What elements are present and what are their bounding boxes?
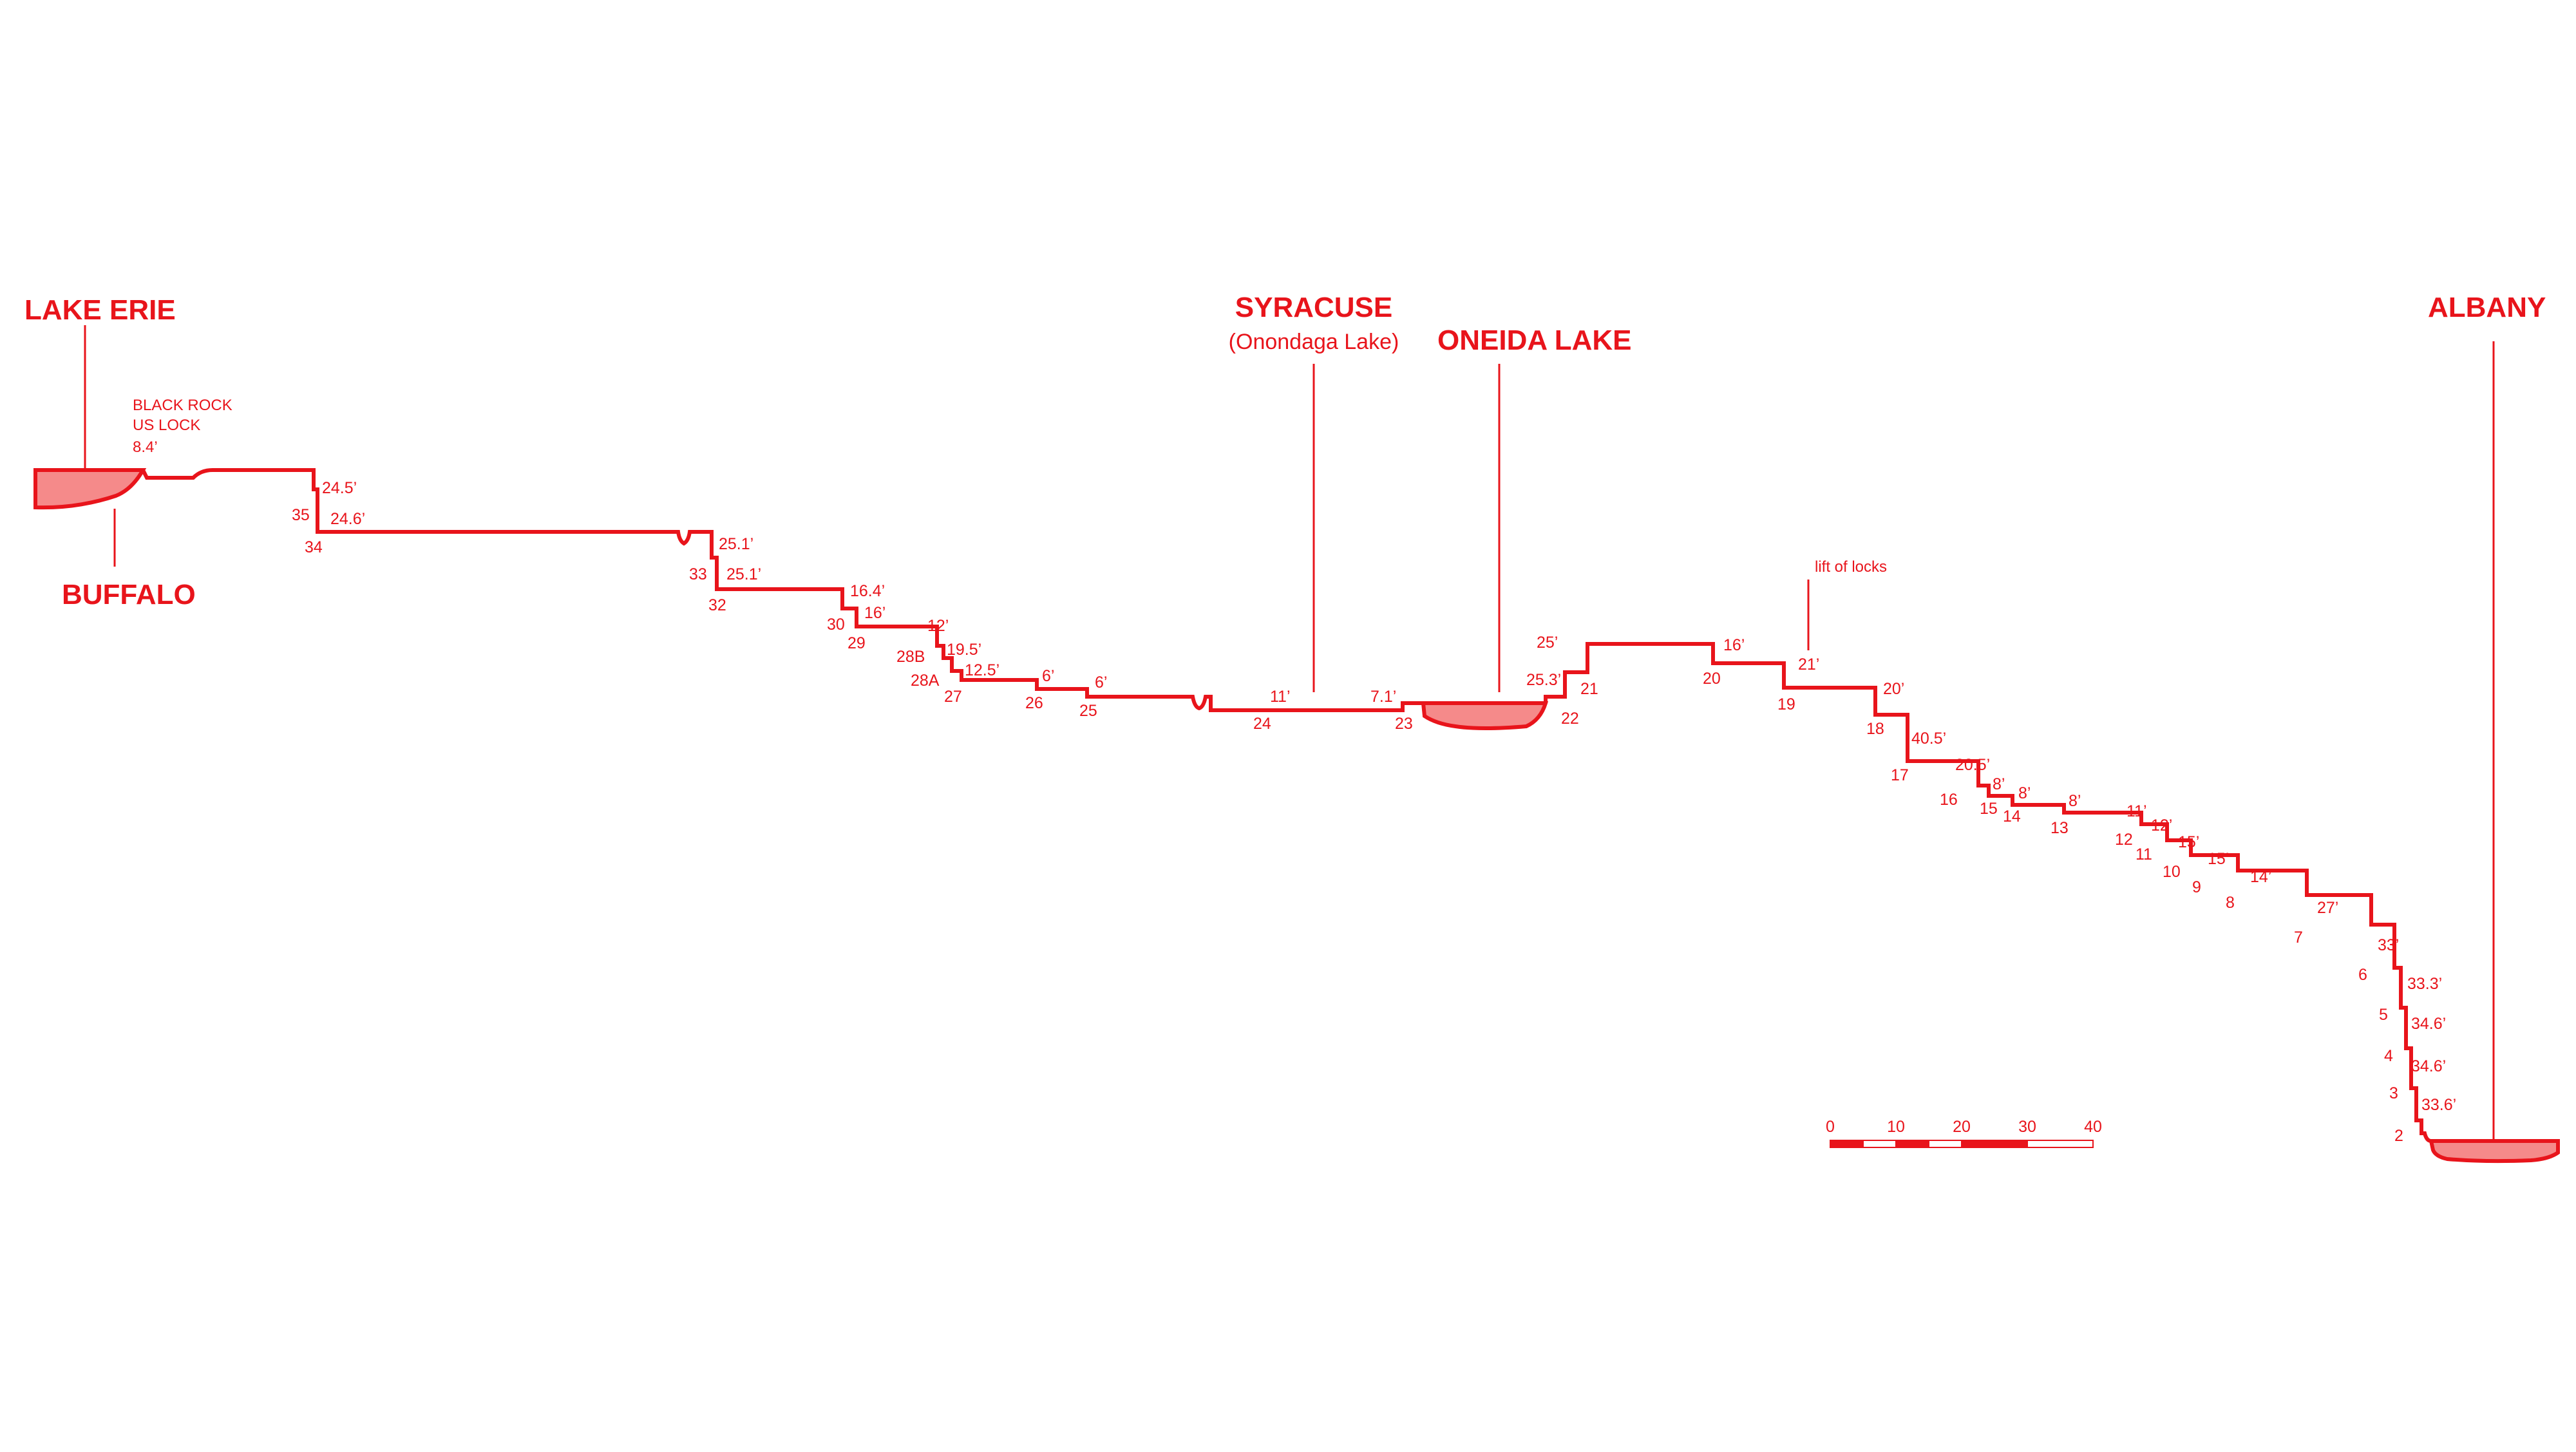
lock-lift: 24.6’	[330, 510, 365, 528]
lock-number: 28B	[896, 648, 925, 666]
lock-lift: 6’	[1095, 674, 1107, 692]
lock-number: 2	[2394, 1127, 2403, 1145]
lock-number: 28A	[911, 672, 940, 690]
lock-number: 34	[305, 538, 323, 556]
lock-lift: 7.1’	[1370, 688, 1396, 706]
lock-lift: 33’	[2378, 936, 2399, 954]
scale-tick-label: 0	[1826, 1118, 1835, 1136]
lock-number: 32	[708, 596, 726, 614]
lock-number: 30	[827, 616, 845, 634]
scale-bar-segment	[1928, 1140, 1962, 1148]
lock-number: 9	[2192, 878, 2201, 896]
lock-number: 8	[2226, 894, 2235, 912]
scale-bar-segment	[1862, 1140, 1897, 1148]
lock-lift: 33.6’	[2421, 1096, 2456, 1114]
lock-lift: 12’	[927, 617, 949, 635]
lock-lift: 20’	[1883, 680, 1904, 698]
lock-number: 23	[1395, 715, 1413, 733]
lift-of-locks-label: lift of locks	[1815, 558, 1887, 576]
lock-lift: 6’	[1042, 667, 1054, 685]
lock-number: 18	[1866, 720, 1884, 738]
lock-lift: 25.1’	[726, 565, 761, 583]
lock-number: 22	[1561, 710, 1579, 728]
lock-lift: 21’	[1798, 655, 1819, 674]
lock-number: 15	[1980, 800, 1998, 818]
canal-profile-line	[141, 468, 1423, 712]
lock-number: 20	[1703, 670, 1721, 688]
lock-lift: 25.3’	[1526, 671, 1561, 689]
lock-lift: 27’	[2317, 899, 2338, 917]
lock-number: 21	[1580, 680, 1598, 698]
lock-number: 12	[2115, 831, 2133, 849]
lock-number: 19	[1777, 695, 1795, 713]
lake-erie-label: LAKE ERIE	[24, 294, 176, 326]
scale-bar-segment	[2027, 1140, 2094, 1148]
lock-lift: 16’	[864, 604, 886, 622]
syracuse-label: SYRACUSE	[1235, 292, 1393, 323]
scale-bar: 0 10 20 30 40	[1826, 1118, 2102, 1148]
lock-lift: 15’	[2178, 833, 2199, 851]
lock-lift: 34.6’	[2411, 1057, 2446, 1075]
hudson-river-water	[2429, 1139, 2560, 1164]
lock-number: 27	[944, 688, 962, 706]
lock-lift: 15’	[2208, 850, 2229, 868]
lock-number: 16	[1940, 791, 1958, 809]
lock-lift: 8’	[2018, 784, 2031, 802]
lock-number: 13	[2050, 819, 2069, 837]
lake-erie-water	[33, 468, 147, 510]
lock-number: 17	[1891, 766, 1909, 784]
lock-lift: 34.6’	[2411, 1015, 2446, 1033]
lock-number: 26	[1025, 694, 1043, 712]
lock-lift: 24.5’	[322, 479, 357, 497]
oneida-lake-water	[1421, 701, 1549, 730]
lock-lift: 16.4’	[850, 582, 885, 600]
scale-tick-label: 20	[1953, 1118, 1971, 1136]
lock-number: 14	[2003, 807, 2021, 825]
scale-bar-segment	[1895, 1140, 1929, 1148]
syracuse-sublabel: (Onondaga Lake)	[1229, 330, 1399, 354]
lock-number: 7	[2294, 929, 2303, 947]
lock-lift: 19.5’	[947, 641, 981, 659]
lock-number: 3	[2389, 1084, 2398, 1102]
scale-bar-segment	[1830, 1140, 1864, 1148]
scale-bar-segment	[1961, 1140, 2028, 1148]
lock-lift: 25’	[1537, 634, 1558, 652]
albany-label: ALBANY	[2428, 292, 2546, 323]
lock-lift: 11’	[1270, 688, 1291, 706]
lock-lift: 14’	[2250, 868, 2271, 886]
black-rock-label-line2: US LOCK	[133, 417, 200, 434]
scale-tick-label: 30	[2018, 1118, 2036, 1136]
lock-lift: 20.5’	[1955, 756, 1990, 774]
lock-lift: 8’	[2069, 792, 2081, 810]
lock-lift: 8’	[1993, 775, 2005, 793]
black-rock-label-line1: BLACK ROCK	[133, 397, 232, 414]
lock-number: 24	[1253, 715, 1271, 733]
lock-number: 11	[2136, 845, 2152, 863]
lock-number: 5	[2379, 1006, 2388, 1024]
lock-lift: 12.5’	[965, 661, 999, 679]
lock-number: 25	[1079, 702, 1097, 720]
lock-lift: 25.1’	[719, 535, 753, 553]
lock-number: 6	[2358, 966, 2367, 984]
lock-lift: 11’	[2126, 802, 2147, 820]
scale-tick-label: 10	[1887, 1118, 1905, 1136]
lock-number: 4	[2384, 1047, 2393, 1065]
lock-lift: 40.5’	[1911, 730, 1946, 748]
lock-lift: 33.3’	[2407, 975, 2442, 993]
lock-number: 29	[848, 634, 866, 652]
lock-number: 33	[689, 565, 707, 583]
lock-number: 35	[292, 506, 310, 524]
scale-tick-label: 40	[2084, 1118, 2102, 1136]
lock-lift: 12’	[2151, 816, 2172, 834]
oneida-lake-label: ONEIDA LAKE	[1437, 325, 1632, 356]
canal-profile-line-east	[1544, 642, 2432, 1143]
buffalo-label: BUFFALO	[62, 579, 196, 610]
lock-lift: 16’	[1723, 636, 1745, 654]
black-rock-lift: 8.4’	[133, 438, 158, 456]
lock-number: 10	[2163, 863, 2181, 881]
